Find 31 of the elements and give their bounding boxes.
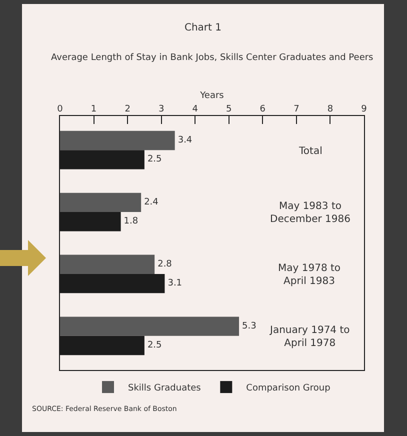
data-label: 3.4: [178, 135, 192, 146]
bar: [60, 130, 175, 150]
data-label: 3.1: [168, 278, 182, 289]
data-label: 2.5: [147, 154, 162, 165]
x-tick-label: 1: [90, 104, 97, 114]
legend-label: Comparison Group: [246, 384, 331, 394]
data-label: 2.8: [158, 259, 172, 270]
bar: [60, 192, 142, 212]
bar: [60, 254, 155, 274]
x-axis-title: Years: [199, 90, 224, 101]
chart-title: Chart 1: [184, 22, 222, 34]
x-tick-label: 6: [260, 104, 266, 114]
bar: [60, 316, 240, 336]
legend-label: Skills Graduates: [128, 384, 202, 394]
x-tick-label: 5: [226, 104, 232, 114]
x-tick-label: 7: [294, 104, 300, 114]
data-label: 1.8: [124, 216, 138, 227]
data-label: 2.4: [144, 197, 159, 208]
x-tick-label: 2: [124, 104, 130, 114]
x-tick-label: 4: [192, 104, 198, 114]
x-tick-label: 3: [158, 104, 164, 114]
y-tick-label: May 1983 to December 1986: [270, 201, 350, 225]
y-tick-label: January 1974 to April 1978: [269, 325, 350, 349]
x-tick-label: 9: [361, 104, 368, 114]
y-tick-label: Total: [298, 146, 322, 157]
chart-subtitle: Average Length of Stay in Bank Jobs, Skills Center Graduates and Peers: [51, 53, 374, 63]
y-tick-label: May 1978 to April 1983: [278, 263, 341, 287]
data-label: 2.5: [147, 340, 162, 351]
data-label: 5.3: [242, 321, 256, 332]
x-tick-label: 8: [327, 104, 334, 114]
x-tick-label: 0: [57, 104, 64, 114]
